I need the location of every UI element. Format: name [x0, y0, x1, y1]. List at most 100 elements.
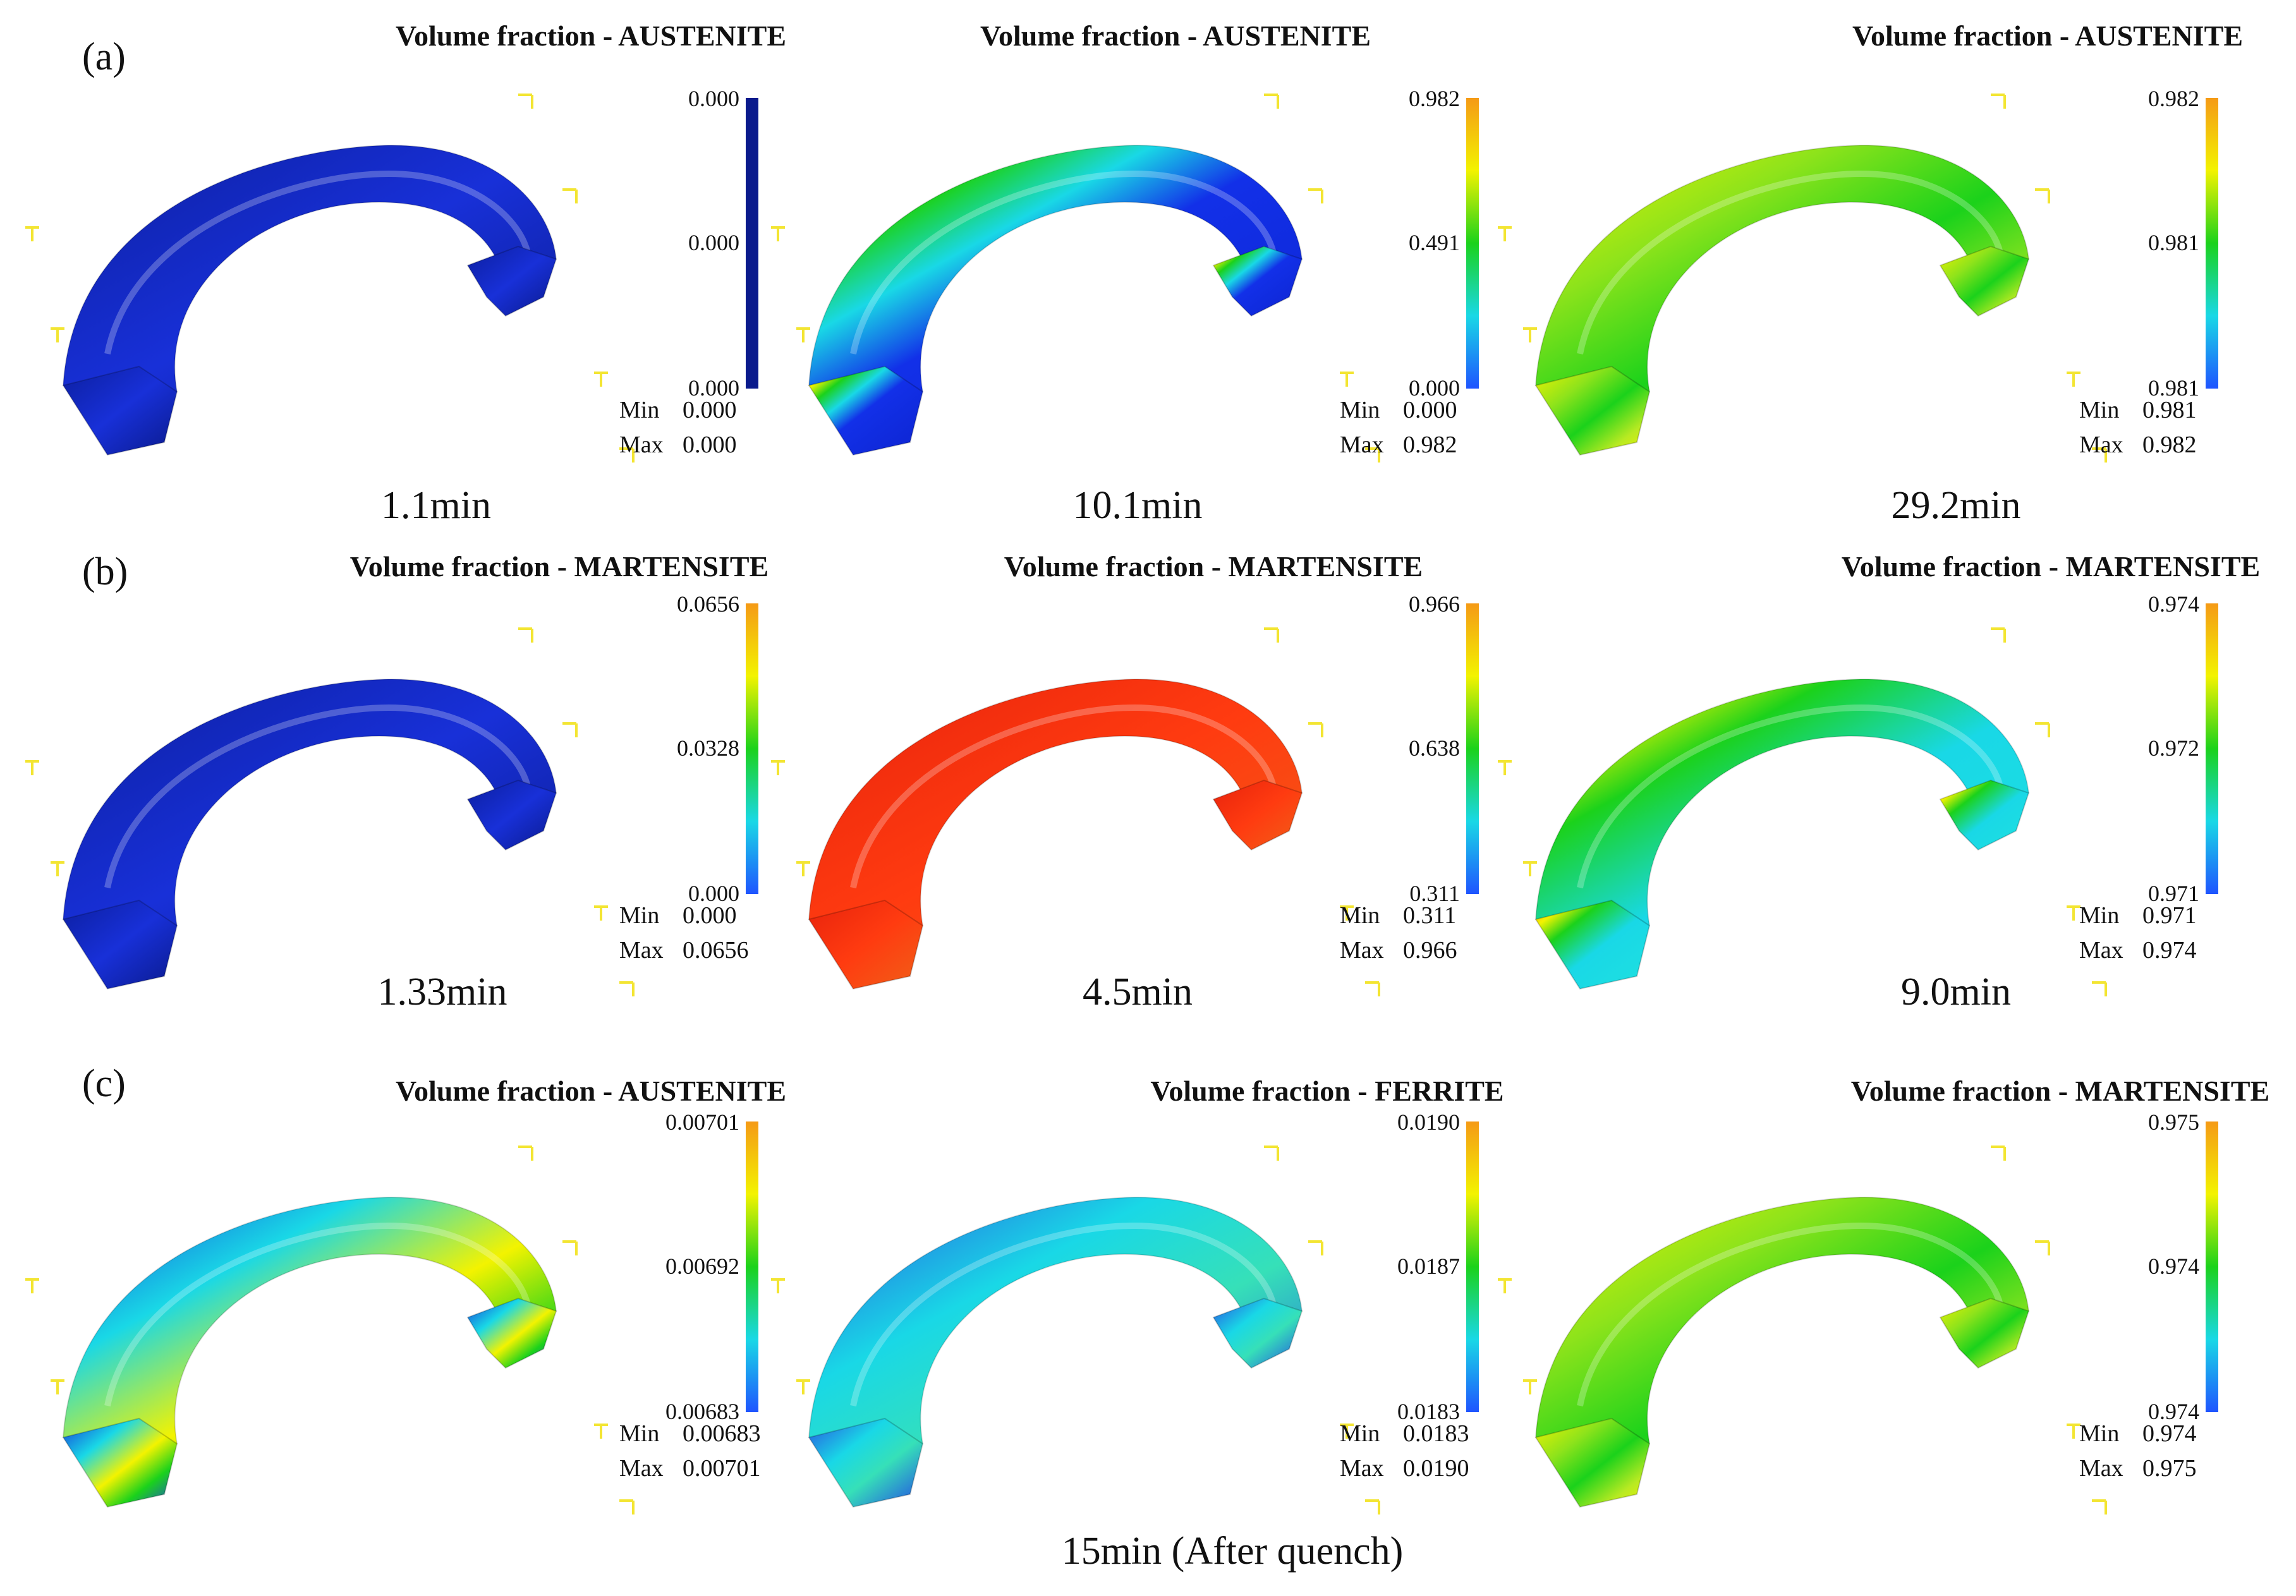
- tick-label: 0.000: [688, 86, 739, 111]
- corner-tick-icon: [25, 226, 39, 241]
- tick-label: 0.00683: [665, 1399, 739, 1424]
- corner-tick-icon: [1991, 627, 2006, 643]
- tick-label: 0.00701: [665, 1109, 739, 1135]
- min-value: 0.311: [1403, 902, 1457, 929]
- max-label: Max: [1340, 432, 1384, 458]
- corner-tick-icon: [2067, 905, 2080, 921]
- max-value: 0.974: [2142, 937, 2197, 964]
- min-label: Min: [2079, 1420, 2120, 1447]
- tick-label: 0.000: [1409, 375, 1460, 401]
- time-caption: 10.1min: [1072, 484, 1203, 527]
- corner-tick-icon: [771, 226, 785, 241]
- cut-face-left: [62, 1417, 178, 1508]
- row-label: (b): [82, 550, 128, 593]
- corner-tick-icon: [518, 1146, 533, 1161]
- tick-label: 0.000: [688, 375, 739, 401]
- time-caption: 4.5min: [1083, 970, 1193, 1013]
- max-label: Max: [619, 432, 664, 458]
- ring-model: [808, 144, 1303, 456]
- bottom-caption: 15min (After quench): [1061, 1530, 1404, 1573]
- max-value: 0.00701: [683, 1455, 761, 1482]
- cut-face-right: [466, 1297, 557, 1369]
- cut-face-right: [466, 245, 557, 317]
- tick-label: 0.0190: [1397, 1109, 1460, 1135]
- cut-face-right: [1212, 779, 1303, 851]
- corner-tick-icon: [771, 1278, 785, 1293]
- panel-title: Volume fraction - AUSTENITE: [395, 20, 787, 52]
- tick-label: 0.966: [1409, 591, 1460, 617]
- min-value: 0.974: [2142, 1420, 2197, 1447]
- corner-tick-icon: [51, 1379, 64, 1394]
- row-label: (c): [82, 1062, 126, 1105]
- corner-tick-icon: [1365, 447, 1380, 462]
- tick-label: 0.491: [1409, 230, 1460, 255]
- ring-model: [1534, 144, 2030, 456]
- panel-title: Volume fraction - MARTENSITE: [1841, 550, 2261, 583]
- tick-label: 0.981: [2148, 375, 2199, 401]
- min-value: 0.0183: [1403, 1420, 1469, 1447]
- tick-label: 0.974: [2148, 1399, 2199, 1424]
- tick-label: 0.0328: [677, 735, 739, 761]
- time-caption: 1.1min: [381, 484, 491, 527]
- corner-tick-icon: [2067, 372, 2080, 387]
- row-label: (a): [82, 35, 126, 78]
- ring-model: [808, 678, 1303, 990]
- corner-tick-icon: [1340, 905, 1354, 921]
- cut-face-right: [1212, 245, 1303, 317]
- corner-tick-icon: [1340, 1424, 1354, 1439]
- panel-title: Volume fraction - AUSTENITE: [395, 1075, 787, 1107]
- ring-model: [62, 144, 557, 456]
- corner-tick-icon: [562, 1240, 578, 1255]
- max-label: Max: [619, 937, 664, 964]
- tick-label: 0.0187: [1397, 1254, 1460, 1279]
- min-label: Min: [619, 1420, 660, 1447]
- time-caption: 29.2min: [1891, 484, 2021, 527]
- max-label: Max: [2079, 1455, 2123, 1482]
- tick-label: 0.982: [1409, 86, 1460, 111]
- min-label: Min: [619, 902, 660, 929]
- corner-tick-icon: [1523, 861, 1537, 876]
- corner-tick-icon: [2035, 188, 2050, 203]
- tick-label: 0.974: [2148, 1254, 2199, 1279]
- min-label: Min: [1340, 1420, 1380, 1447]
- time-caption: 9.0min: [1901, 970, 2011, 1013]
- corner-tick-icon: [518, 627, 533, 643]
- min-label: Min: [2079, 397, 2120, 423]
- colorbar: [1466, 98, 1479, 389]
- tick-label: 0.000: [688, 881, 739, 906]
- cut-face-right: [1939, 245, 2030, 317]
- cut-face-right: [1212, 1297, 1303, 1369]
- max-value: 0.982: [1403, 432, 1457, 458]
- max-value: 0.0190: [1403, 1455, 1469, 1482]
- corner-tick-icon: [594, 372, 608, 387]
- min-value: 0.000: [683, 397, 737, 423]
- corner-tick-icon: [2067, 1424, 2080, 1439]
- corner-tick-icon: [1498, 226, 1512, 241]
- tick-label: 0.972: [2148, 735, 2199, 761]
- min-value: 0.971: [2142, 902, 2197, 929]
- corner-tick-icon: [562, 188, 578, 203]
- cut-face-left: [1534, 899, 1651, 990]
- colorbar: [2206, 603, 2218, 894]
- tick-label: 0.975: [2148, 1109, 2199, 1135]
- cut-face-right: [466, 779, 557, 851]
- max-value: 0.975: [2142, 1455, 2197, 1482]
- corner-tick-icon: [2035, 1240, 2050, 1255]
- min-label: Min: [619, 397, 660, 423]
- colorbar: [2206, 98, 2218, 389]
- tick-label: 0.981: [2148, 230, 2199, 255]
- tick-label: 0.982: [2148, 86, 2199, 111]
- corner-tick-icon: [1523, 327, 1537, 342]
- corner-tick-icon: [619, 447, 635, 462]
- panel-title: Volume fraction - AUSTENITE: [1852, 20, 2244, 52]
- ring-model: [1534, 1196, 2030, 1508]
- corner-tick-icon: [1523, 1379, 1537, 1394]
- tick-label: 0.974: [2148, 591, 2199, 617]
- corner-tick-icon: [1365, 1499, 1380, 1514]
- max-label: Max: [1340, 937, 1384, 964]
- cut-face-left: [62, 899, 178, 990]
- min-label: Min: [2079, 902, 2120, 929]
- min-value: 0.000: [683, 902, 737, 929]
- min-value: 0.000: [1403, 397, 1457, 423]
- corner-tick-icon: [25, 760, 39, 775]
